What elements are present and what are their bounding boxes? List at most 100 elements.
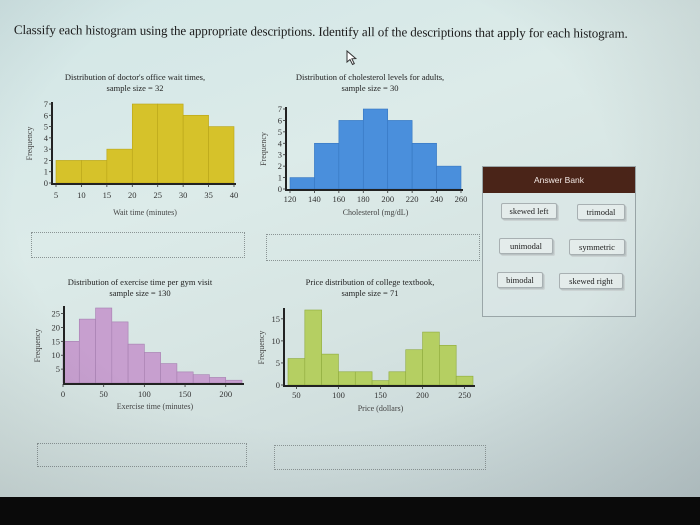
svg-text:50: 50: [292, 390, 301, 400]
histogram-bar: [62, 341, 80, 384]
answer-dropzone-doctor[interactable]: [31, 232, 245, 258]
histogram-bar: [55, 160, 82, 184]
histogram-bar: [182, 114, 209, 184]
histogram-bar: [106, 148, 133, 184]
svg-text:3: 3: [278, 150, 282, 160]
svg-text:220: 220: [406, 194, 419, 204]
chart-title: Price distribution of college textbook,: [305, 277, 435, 287]
svg-text:10: 10: [52, 350, 61, 360]
svg-text:120: 120: [284, 194, 297, 204]
svg-text:200: 200: [381, 194, 394, 204]
svg-text:250: 250: [458, 390, 471, 400]
histogram-bar: [405, 349, 423, 386]
histogram-bar: [455, 375, 474, 386]
answer-bank: Answer Bank skewed left trimodal unimoda…: [482, 166, 636, 317]
svg-text:35: 35: [204, 190, 213, 200]
histogram-bar: [111, 321, 129, 384]
answer-tile-symmetric[interactable]: symmetric: [569, 239, 625, 255]
histogram-bar: [192, 374, 210, 384]
chart-title: Distribution of cholesterol levels for a…: [295, 72, 445, 82]
textbook-price-histogram: Price distribution of college textbook, …: [250, 275, 490, 420]
svg-text:40: 40: [230, 190, 239, 200]
instructions-text: Classify each histogram using the approp…: [13, 22, 628, 41]
histogram-bar: [436, 165, 462, 190]
answer-tile-trimodal[interactable]: trimodal: [577, 204, 625, 220]
histogram-bar: [289, 177, 315, 190]
exercise-time-histogram: Distribution of exercise time per gym vi…: [20, 275, 260, 420]
svg-text:Wait time (minutes): Wait time (minutes): [113, 208, 177, 217]
histogram-bar: [144, 352, 161, 384]
answer-dropzone-textbook[interactable]: [274, 445, 486, 470]
svg-text:Cholesterol (mg/dL): Cholesterol (mg/dL): [343, 208, 409, 217]
svg-text:0: 0: [61, 389, 65, 399]
svg-text:150: 150: [374, 390, 387, 400]
svg-text:0: 0: [278, 184, 282, 194]
chart-plot: 01 23 45 67 120 140 160 180 200 220 240 260 Choleste…: [259, 104, 468, 217]
svg-text:25: 25: [153, 190, 162, 200]
chart-plot: 5 10 15 20 25 0 50 100 150 200 Exercise time (minu…: [33, 306, 244, 411]
svg-text:15: 15: [272, 314, 281, 324]
chart-subtitle: sample size = 32: [106, 83, 164, 93]
svg-text:100: 100: [138, 389, 151, 399]
histogram-bar: [439, 344, 457, 386]
svg-text:5: 5: [276, 358, 280, 368]
answer-dropzone-cholesterol[interactable]: [266, 234, 480, 261]
histogram-bar: [208, 126, 235, 184]
chart-title: Distribution of exercise time per gym vi…: [67, 277, 213, 287]
histogram-bar: [371, 380, 390, 386]
svg-text:160: 160: [332, 194, 345, 204]
svg-text:20: 20: [128, 190, 137, 200]
svg-text:260: 260: [455, 194, 468, 204]
histogram-bar: [131, 103, 159, 184]
histogram-bar: [304, 309, 322, 386]
histogram-bar: [157, 103, 184, 184]
svg-text:5: 5: [56, 364, 60, 374]
svg-text:Frequency: Frequency: [33, 329, 42, 363]
svg-text:4: 4: [278, 138, 283, 148]
histogram-bar: [287, 358, 306, 386]
answer-tile-bimodal[interactable]: bimodal: [497, 272, 543, 288]
svg-text:7: 7: [278, 104, 282, 114]
svg-text:180: 180: [357, 194, 370, 204]
svg-text:Price (dollars): Price (dollars): [358, 404, 404, 413]
chart-subtitle: sample size = 71: [341, 288, 399, 298]
svg-text:15: 15: [52, 336, 61, 346]
svg-text:100: 100: [332, 390, 345, 400]
histogram-bar: [314, 142, 340, 190]
histogram-bar: [388, 371, 407, 386]
histogram-bar: [422, 331, 440, 386]
histogram-bar: [354, 371, 373, 386]
histogram-bar: [209, 377, 227, 384]
answer-dropzone-exercise[interactable]: [37, 443, 247, 467]
histogram-bar: [95, 307, 113, 384]
histogram-bar: [160, 363, 178, 384]
answer-tile-skewed-right[interactable]: skewed right: [559, 273, 623, 289]
answer-tile-skewed-left[interactable]: skewed left: [501, 203, 557, 219]
svg-text:3: 3: [44, 144, 48, 154]
histogram-bar: [338, 120, 364, 190]
svg-text:140: 140: [308, 194, 321, 204]
svg-text:5: 5: [278, 127, 282, 137]
doctor-wait-times-histogram: Distribution of doctor's office wait tim…: [20, 70, 250, 220]
svg-text:Frequency: Frequency: [257, 331, 266, 365]
histogram-bar: [411, 142, 437, 190]
svg-text:0: 0: [44, 178, 48, 188]
answer-tile-unimodal[interactable]: unimodal: [499, 238, 553, 254]
histogram-bar: [225, 379, 243, 384]
svg-text:Frequency: Frequency: [25, 127, 34, 161]
svg-text:150: 150: [179, 389, 192, 399]
svg-text:240: 240: [430, 194, 443, 204]
histogram-bar: [81, 160, 108, 184]
svg-text:5: 5: [44, 122, 48, 132]
svg-text:Exercise time (minutes): Exercise time (minutes): [117, 402, 194, 411]
svg-text:2: 2: [278, 161, 282, 171]
quiz-screen: Classify each histogram using the approp…: [0, 0, 700, 497]
svg-text:200: 200: [416, 390, 429, 400]
svg-text:25: 25: [52, 309, 61, 319]
svg-text:15: 15: [103, 190, 112, 200]
histogram-bar: [176, 371, 194, 384]
svg-text:200: 200: [219, 389, 232, 399]
svg-text:1: 1: [278, 173, 282, 183]
svg-text:10: 10: [272, 336, 281, 346]
chart-subtitle: sample size = 30: [341, 83, 399, 93]
